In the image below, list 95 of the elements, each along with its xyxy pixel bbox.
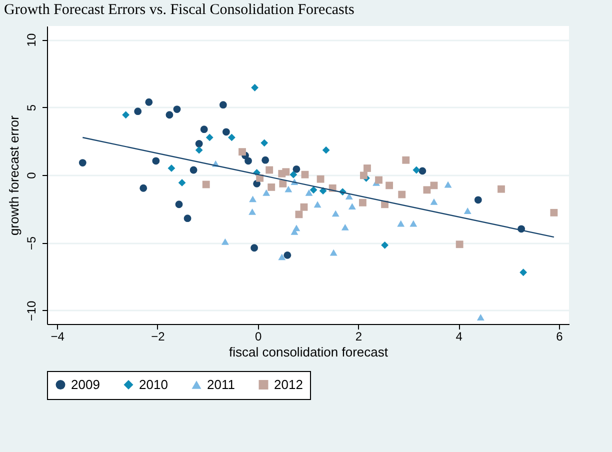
- point: [250, 244, 258, 252]
- point: [262, 156, 270, 164]
- point: [284, 251, 292, 259]
- point: [173, 106, 181, 114]
- point: [412, 166, 420, 174]
- point: [316, 175, 324, 183]
- point: [295, 210, 303, 218]
- point: [348, 203, 356, 210]
- legend-label: 2009: [71, 376, 100, 392]
- point: [476, 314, 484, 320]
- point: [282, 168, 290, 176]
- point: [381, 241, 388, 249]
- point: [359, 198, 366, 206]
- x-tick-label: 2: [355, 330, 362, 344]
- y-tick-label: 5: [24, 104, 38, 112]
- point: [364, 164, 371, 172]
- y-tick-label: −10: [24, 300, 38, 322]
- point: [140, 184, 148, 192]
- point: [330, 249, 338, 256]
- point: [305, 189, 313, 196]
- point: [402, 156, 410, 164]
- legend-label: 2011: [207, 376, 235, 392]
- point: [268, 183, 276, 191]
- x-tick-label: 6: [556, 330, 564, 344]
- point: [195, 140, 203, 148]
- point: [360, 172, 368, 180]
- point: [444, 181, 452, 188]
- point: [278, 254, 286, 260]
- point: [206, 134, 214, 142]
- point: [430, 182, 438, 190]
- x-tick-label: 0: [254, 330, 262, 344]
- point: [221, 238, 229, 245]
- point: [190, 166, 198, 174]
- point: [260, 139, 268, 147]
- point: [168, 164, 176, 172]
- point: [175, 200, 183, 208]
- point: [300, 203, 308, 211]
- point: [266, 166, 274, 174]
- point: [332, 210, 340, 217]
- point: [78, 159, 86, 167]
- point: [301, 170, 309, 178]
- point: [410, 220, 418, 227]
- point: [244, 157, 252, 165]
- point: [249, 196, 256, 202]
- chart-title: Growth Forecast Errors vs. Fiscal Consolidation Forecasts: [3, 1, 356, 20]
- point: [397, 220, 405, 227]
- point: [166, 111, 174, 119]
- point: [284, 186, 292, 192]
- point: [550, 208, 558, 216]
- y-tick-label: 0: [24, 172, 38, 179]
- point: [279, 180, 287, 188]
- point: [290, 228, 298, 235]
- point: [122, 111, 130, 119]
- point: [178, 179, 186, 186]
- point: [398, 190, 406, 198]
- x-tick-label: −4: [50, 330, 65, 344]
- point: [145, 98, 153, 106]
- point: [262, 189, 270, 196]
- x-tick-label: −2: [151, 330, 166, 344]
- point: [238, 148, 246, 156]
- point: [184, 214, 192, 222]
- point: [341, 224, 349, 230]
- point: [222, 128, 230, 136]
- y-axis-title: growth forecast error: [6, 114, 22, 236]
- point: [228, 134, 236, 142]
- point: [456, 240, 464, 248]
- point: [195, 146, 203, 154]
- point: [474, 196, 482, 204]
- point: [498, 185, 505, 193]
- point: [251, 84, 259, 92]
- point: [310, 186, 318, 194]
- point: [464, 208, 472, 214]
- x-axis-title: fiscal consolidation forecast: [229, 344, 388, 360]
- point: [430, 198, 438, 205]
- x-tick-label: 4: [456, 330, 463, 344]
- point: [219, 101, 227, 109]
- point: [520, 268, 528, 276]
- point: [314, 201, 322, 208]
- point: [290, 170, 298, 178]
- y-tick-label: −5: [24, 236, 38, 250]
- point: [134, 108, 142, 116]
- point: [202, 180, 210, 188]
- y-tick-label: 10: [24, 33, 38, 47]
- point: [386, 182, 394, 190]
- point: [418, 167, 426, 175]
- point: [152, 157, 160, 165]
- point: [423, 186, 431, 194]
- point: [322, 146, 330, 154]
- point: [345, 193, 353, 200]
- legend-label: 2012: [274, 376, 303, 392]
- legend-label: 2010: [139, 376, 168, 392]
- point: [375, 176, 382, 184]
- point: [292, 165, 300, 173]
- point: [200, 126, 208, 134]
- point: [248, 208, 256, 215]
